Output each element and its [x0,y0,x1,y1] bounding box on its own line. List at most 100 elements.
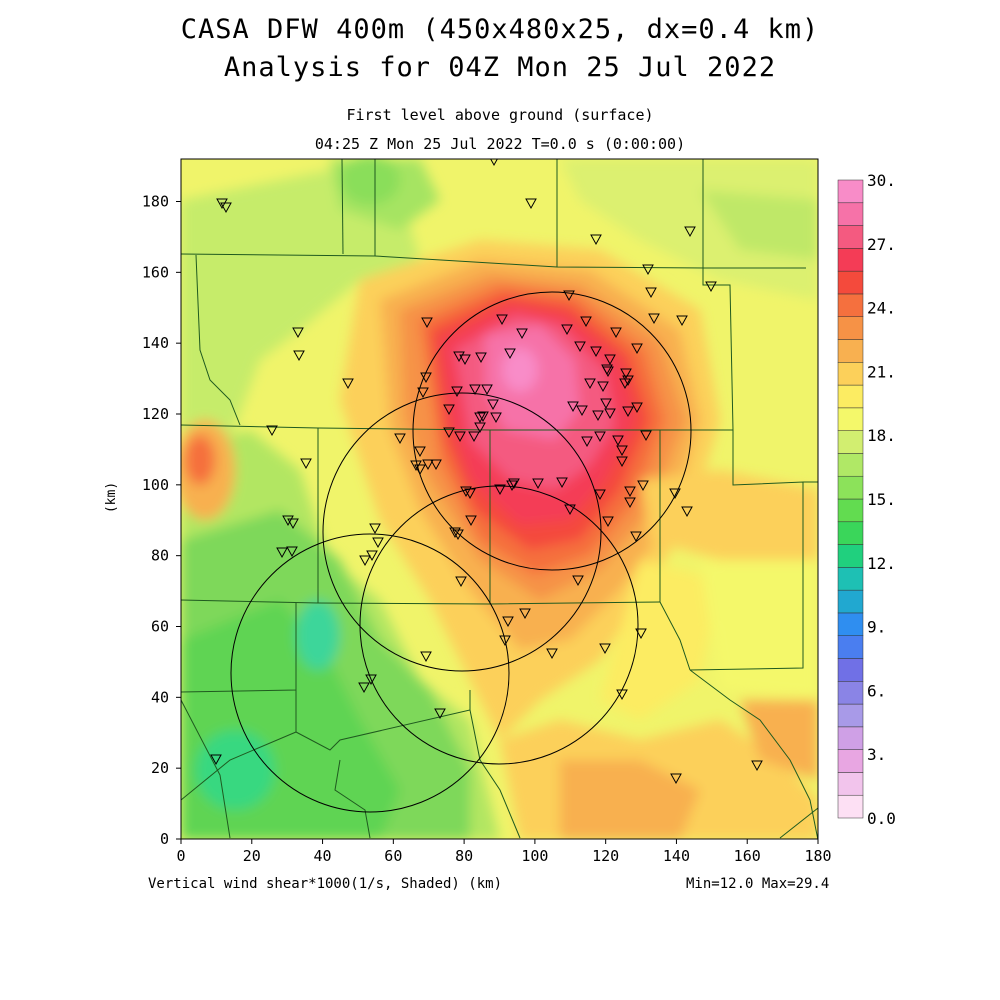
station-marker [293,350,305,362]
x-axis: 0 20 40 60 80 100 120 140 160 180 [176,839,832,865]
colorbar-swatch [837,749,864,773]
colorbar-swatch [837,658,864,682]
station-marker [474,412,486,424]
station-marker [590,346,602,358]
station-marker [287,518,299,530]
station-marker [576,405,588,417]
colorbar-swatch [837,544,864,568]
station-marker [648,313,660,325]
colorbar-swatch [837,384,864,409]
station-marker [567,401,579,413]
y-tick-label: 140 [142,334,169,352]
station-marker [494,484,506,496]
station-marker [474,422,486,434]
station-marker [369,523,381,535]
station-marker [546,648,558,660]
station-marker [477,411,489,423]
colorbar-label: 12. [867,554,896,573]
station-marker [624,486,636,498]
station-marker [460,486,472,498]
radar-range-rings [230,291,692,813]
colorbar-swatch [837,612,864,636]
station-marker [635,628,647,640]
station-marker [564,504,576,516]
station-marker [640,430,652,442]
station-marker [616,445,628,457]
station-marker [459,354,471,366]
colorbar-swatch [837,703,864,728]
colorbar-label: 3. [867,745,886,764]
radar-ring [412,291,692,571]
station-marker [508,478,520,490]
colorbar-swatch [837,270,864,295]
colorbar-swatch [837,202,864,226]
station-marker [475,352,487,364]
field-description: Vertical wind shear*1000(1/s, Shaded) (k… [148,876,503,892]
station-marker [490,159,498,167]
station-marker [670,773,682,785]
station-marker [580,316,592,328]
station-marker [631,402,643,414]
station-marker [443,404,455,416]
station-marker [455,576,467,588]
station-marker [622,375,634,387]
x-tick-label: 140 [663,847,690,865]
x-tick-label: 0 [176,847,185,865]
station-marker [556,477,568,489]
station-marker [525,198,537,210]
station-marker [481,384,493,396]
colorbar-swatch [837,179,864,204]
colorbar-swatch [837,362,864,386]
station-marker [365,674,377,686]
station-marker [751,760,763,772]
station-marker [394,433,406,445]
colorbar-swatch [837,453,864,477]
colorbar-swatch [837,635,864,659]
station-marker [487,399,499,411]
station-marker [684,226,696,238]
colorbar-swatch [837,430,864,454]
station-marker [417,387,429,399]
station-marker [572,575,584,587]
station-marker [637,480,649,492]
station-marker [604,408,616,420]
station-marker [610,327,622,339]
station-marker [451,386,463,398]
station-marker [616,456,628,468]
colorbar-swatch [837,726,864,750]
colorbar-swatch [837,293,864,317]
station-marker [624,497,636,509]
station-marker [282,515,294,527]
station-marker [453,351,465,363]
station-marker [276,547,288,559]
station-marker [574,341,586,353]
colorbar-label: 6. [867,681,886,700]
station-marker [359,555,371,567]
radar-ring [359,485,639,765]
station-marker [372,537,384,549]
colorbar-swatch [837,475,864,500]
station-marker [604,354,616,366]
colorbar-label: 9. [867,618,886,637]
station-marker [590,234,602,246]
station-marker [414,464,426,476]
station-marker [516,328,528,340]
county-boundaries [181,159,818,839]
station-marker [645,287,657,299]
station-marker [452,529,464,541]
station-marker [616,689,628,701]
y-tick-label: 60 [151,618,169,636]
station-marker [443,427,455,439]
colorbar-label: 24. [867,299,896,318]
station-marker [504,348,516,360]
colorbar-label: 27. [867,235,896,254]
station-marker [519,608,531,620]
x-tick-label: 120 [592,847,619,865]
colorbar-swatch [837,589,864,614]
station-marker [581,436,593,448]
station-marker [414,446,426,458]
station-markers [210,159,763,785]
y-tick-label: 100 [142,476,169,494]
colorbar-swatch [837,316,864,340]
